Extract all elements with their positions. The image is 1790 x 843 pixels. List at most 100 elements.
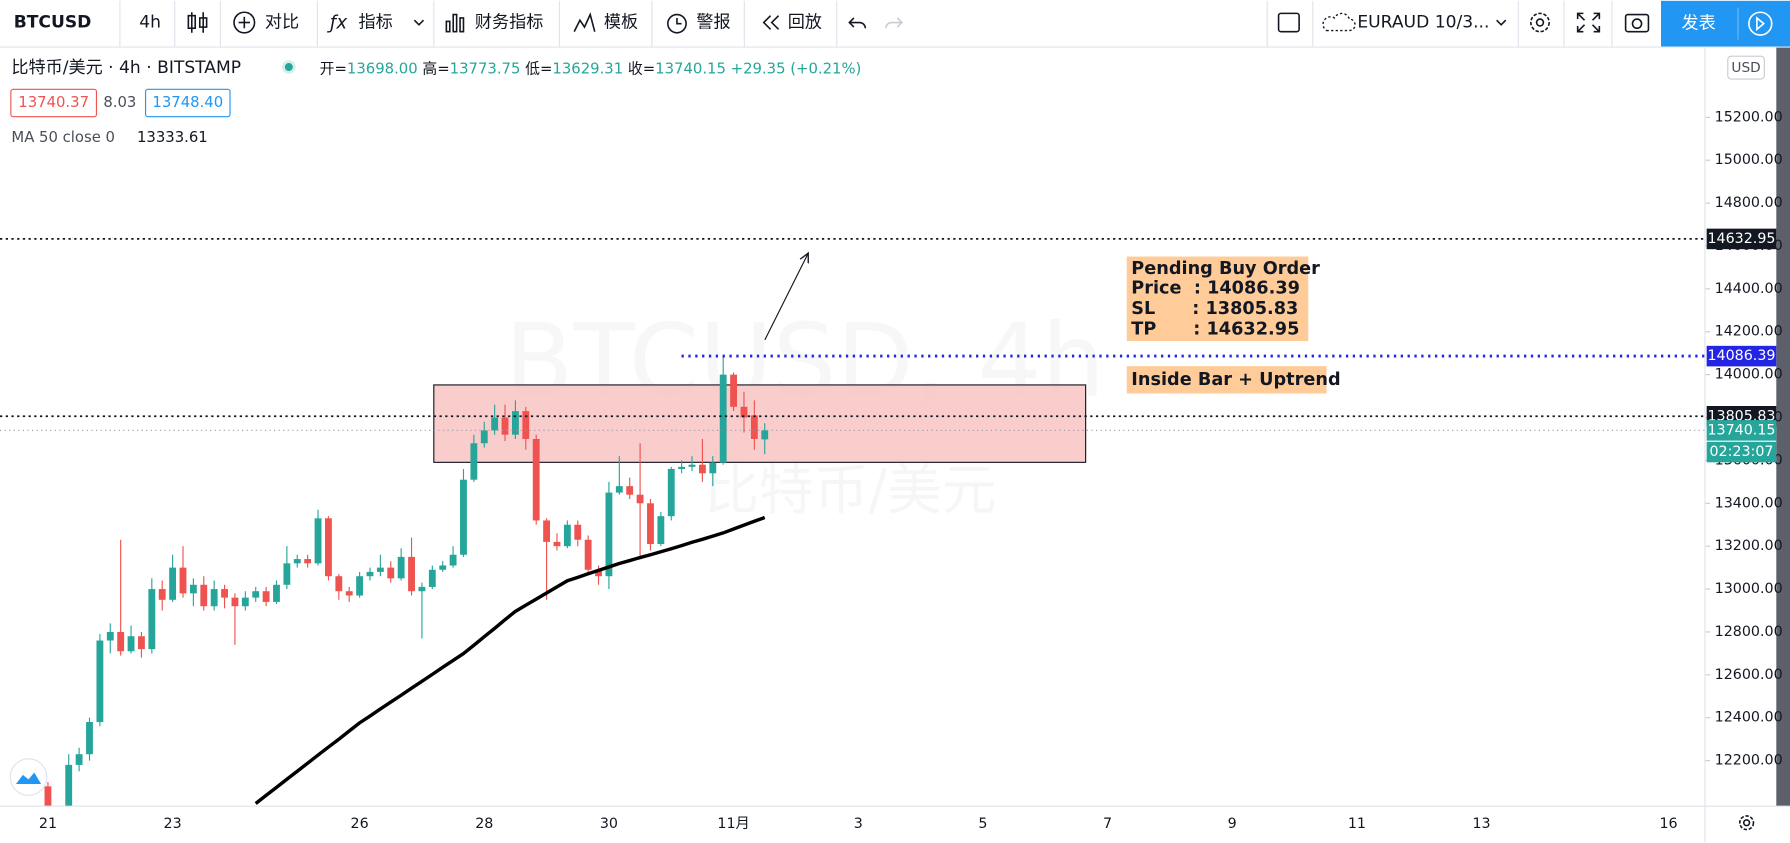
time-settings-icon[interactable] — [1738, 815, 1755, 831]
layout-icon[interactable] — [1277, 12, 1300, 33]
symbol[interactable]: BTCUSD — [14, 13, 92, 33]
indicators-icon[interactable]: ƒx — [327, 13, 347, 34]
plot-area — [0, 238, 1705, 806]
candle-body — [460, 479, 467, 555]
order-note-line: SL : 13805.83 — [1131, 299, 1298, 319]
candle-body — [615, 486, 623, 493]
order-note-bg — [1126, 256, 1309, 342]
candle-body — [439, 565, 447, 570]
candle-body — [750, 415, 758, 439]
undo-icon[interactable] — [848, 17, 867, 29]
candle-body — [210, 589, 218, 607]
bid-box[interactable] — [10, 88, 98, 118]
compare-icon[interactable] — [233, 11, 256, 34]
candle-body — [293, 559, 301, 564]
candle-body — [96, 640, 104, 723]
order-note-line: Pending Buy Order — [1131, 259, 1320, 279]
price-badge-label: 14632.95 — [1707, 231, 1775, 247]
tv-logo[interactable] — [9, 758, 48, 796]
y-tick-label: 14000.00 — [1715, 367, 1783, 383]
ma-label: MA 50 close 0 — [11, 129, 115, 146]
redo-icon[interactable] — [885, 17, 903, 29]
bid-price[interactable]: 13740.37 — [18, 94, 89, 111]
trend-arrow — [764, 253, 808, 341]
countdown-badge — [1706, 441, 1777, 463]
candle-body — [574, 524, 582, 540]
candle-body — [304, 559, 312, 564]
candle-body — [595, 569, 602, 577]
ohlc-value: 13740.15 — [655, 60, 726, 77]
candle-body — [626, 486, 634, 495]
dropdown-chevron[interactable] — [413, 19, 425, 26]
candle-body — [117, 631, 125, 652]
price-scrollbar — [1776, 47, 1790, 806]
currency-badge[interactable] — [1727, 55, 1765, 80]
alert-button[interactable]: 警报 — [696, 13, 730, 33]
price-badge-label: 14086.39 — [1707, 348, 1775, 364]
candle-body — [200, 584, 208, 607]
candle-body — [325, 518, 332, 577]
replay-icon[interactable] — [762, 15, 780, 30]
x-tick-label: 26 — [351, 816, 369, 832]
status-dot — [284, 63, 293, 72]
chart-style-icon[interactable] — [187, 12, 208, 33]
compare-button[interactable]: 对比 — [265, 13, 299, 33]
price-badge — [1706, 228, 1777, 250]
play-icon[interactable] — [1748, 11, 1773, 36]
pattern-note: Inside Bar + Uptrend — [1131, 370, 1340, 390]
price-badge — [1706, 420, 1777, 441]
candle-body — [252, 591, 260, 598]
alert-icon[interactable] — [667, 13, 687, 34]
candle-body — [563, 524, 571, 547]
financials-icon[interactable] — [445, 13, 465, 33]
candle-body — [418, 586, 426, 592]
y-tick-label: 13400.00 — [1715, 495, 1783, 511]
candle-body — [387, 567, 395, 579]
ask-box[interactable] — [144, 88, 231, 118]
countdown: 02:23:07 — [1709, 444, 1773, 460]
ohlc-label: 高= — [422, 60, 449, 77]
price-badge — [1706, 345, 1777, 367]
order-note-line: Price : 14086.39 — [1131, 279, 1300, 299]
dropdown-chevron[interactable] — [1496, 19, 1507, 26]
x-tick-label: 3 — [854, 816, 863, 832]
x-tick-label: 7 — [1103, 816, 1112, 832]
fullscreen-icon[interactable] — [1576, 12, 1601, 33]
candle-body — [740, 406, 748, 418]
y-tick-label: 12600.00 — [1715, 667, 1783, 683]
publish-button[interactable]: 发表 — [1682, 14, 1716, 34]
candle-body — [138, 636, 145, 650]
candle-body — [501, 417, 509, 435]
indicators-button[interactable]: 指标 — [358, 13, 392, 33]
x-tick-label: 21 — [39, 816, 57, 832]
candle-body — [709, 462, 717, 474]
candle-body — [761, 430, 769, 440]
x-tick-label: 9 — [1228, 816, 1237, 832]
ask-price[interactable]: 13748.40 — [152, 94, 223, 111]
candle-body — [356, 576, 364, 596]
candle-body — [657, 516, 665, 545]
candle-body — [470, 443, 478, 480]
candle-body — [86, 722, 93, 755]
candle-body — [262, 591, 270, 602]
ohlc-change: +29.35 (+0.21%) — [731, 60, 862, 77]
toolbar-bg — [0, 0, 1790, 47]
candle-body — [231, 597, 239, 607]
financials-button[interactable]: 财务指标 — [475, 13, 543, 33]
replay-button[interactable]: 回放 — [788, 13, 822, 33]
candle-body — [283, 563, 291, 585]
x-tick-label: 30 — [600, 816, 618, 832]
candle-body — [584, 539, 592, 570]
y-tick-label: 14400.00 — [1715, 281, 1783, 297]
templates-button[interactable]: 模板 — [604, 13, 638, 33]
y-tick-label: 15200.00 — [1715, 109, 1783, 125]
templates-icon[interactable] — [573, 12, 596, 33]
ohlc-label: 开= — [320, 60, 347, 77]
snapshot-icon[interactable] — [1624, 13, 1650, 33]
interval[interactable]: 4h — [139, 13, 161, 33]
candle-body — [605, 492, 613, 577]
publish-bg[interactable] — [1661, 0, 1738, 47]
watchlist-button[interactable]: EURAUD 10/3... — [1357, 13, 1489, 33]
x-tick-label: 13 — [1472, 816, 1490, 832]
settings-icon[interactable] — [1530, 12, 1550, 33]
